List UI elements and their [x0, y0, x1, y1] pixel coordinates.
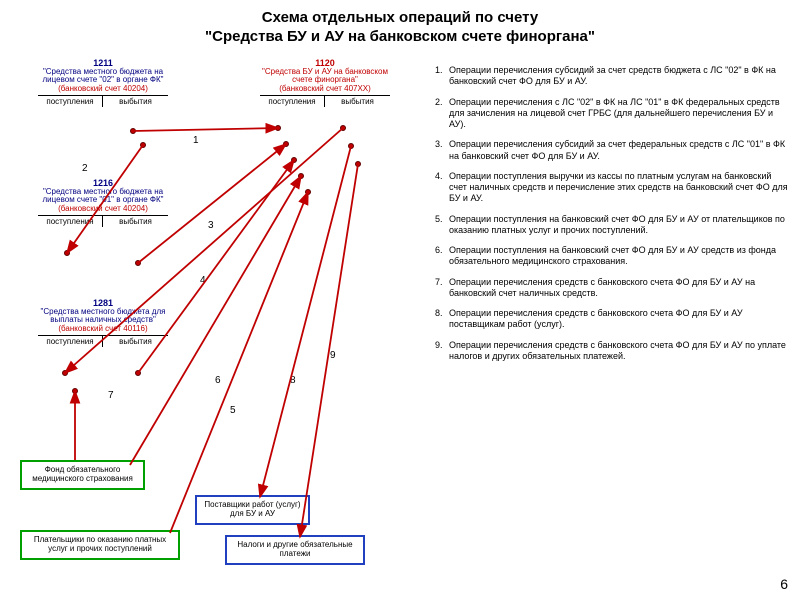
box-suppliers: Поставщики работ (услуг) для БУ и АУ: [195, 495, 310, 525]
list-item: 5.Операции поступления на банковский сче…: [435, 214, 790, 237]
list-num: 6.: [435, 245, 449, 268]
list-text: Операции перечисления средств с банковск…: [449, 308, 790, 331]
dot: [291, 157, 297, 163]
list-text: Операции перечисления с ЛС "02" в ФК на …: [449, 97, 790, 131]
t-1211-r: выбытия: [103, 96, 168, 107]
list-text: Операции перечисления средств с банковск…: [449, 277, 790, 300]
dot: [135, 370, 141, 376]
dot: [283, 141, 289, 147]
dot: [275, 125, 281, 131]
list-num: 5.: [435, 214, 449, 237]
list-text: Операции поступления выручки из кассы по…: [449, 171, 790, 205]
box-foms: Фонд обязательного медицинского страхова…: [20, 460, 145, 490]
list-text: Операции поступления на банковский счет …: [449, 245, 790, 268]
box-taxes: Налоги и другие обязательные платежи: [225, 535, 365, 565]
list-item: 8.Операции перечисления средств с банков…: [435, 308, 790, 331]
name-1216: "Средства местного бюджета на лицевом сч…: [38, 188, 168, 204]
bank-1211: (банковский счет 40204): [38, 84, 168, 93]
t-1216: поступления выбытия: [38, 215, 168, 227]
list-item: 7.Операции перечисления средств с банков…: [435, 277, 790, 300]
list-num: 8.: [435, 308, 449, 331]
list-text: Операции перечисления средств с банковск…: [449, 340, 790, 363]
list-text: Операции поступления на банковский счет …: [449, 214, 790, 237]
dot: [130, 128, 136, 134]
list-num: 7.: [435, 277, 449, 300]
lbl-1: 1: [193, 135, 199, 146]
list-item: 4.Операции поступления выручки из кассы …: [435, 171, 790, 205]
list-item: 9.Операции перечисления средств с банков…: [435, 340, 790, 363]
bank-1120: (банковский счет 407XX): [260, 84, 390, 93]
list-num: 9.: [435, 340, 449, 363]
lbl-9: 9: [330, 350, 336, 361]
operations-list: 1.Операции перечисления субсидий за счет…: [435, 65, 790, 371]
t-1211-l: поступления: [38, 96, 103, 107]
title-line2: "Средства БУ и АУ на банковском счете фи…: [0, 28, 800, 45]
bank-1216: (банковский счет 40204): [38, 204, 168, 213]
dot: [72, 388, 78, 394]
bank-1281: (банковский счет 40116): [38, 324, 168, 333]
dot: [140, 142, 146, 148]
list-text: Операции перечисления субсидий за счет с…: [449, 65, 790, 88]
t-1120-l: поступления: [260, 96, 325, 107]
account-1211: 1211 "Средства местного бюджета на лицев…: [38, 58, 168, 107]
list-item: 6.Операции поступления на банковский сче…: [435, 245, 790, 268]
box-payers: Плательщики по оказанию платных услуг и …: [20, 530, 180, 560]
account-1120: 1120 "Средства БУ и АУ на банковском сче…: [260, 58, 390, 107]
name-1281: "Средства местного бюджета для выплаты н…: [38, 308, 168, 324]
t-1211: поступления выбытия: [38, 95, 168, 107]
lbl-7: 7: [108, 390, 114, 401]
account-1281: 1281 "Средства местного бюджета для выпл…: [38, 298, 168, 347]
title-line1: Схема отдельных операций по счету: [0, 8, 800, 28]
name-1211: "Средства местного бюджета на лицевом сч…: [38, 68, 168, 84]
dot: [298, 173, 304, 179]
diagram-area: 1211 "Средства местного бюджета на лицев…: [0, 50, 430, 600]
list-num: 3.: [435, 139, 449, 162]
lbl-6: 6: [215, 375, 221, 386]
list-text: Операции перечисления субсидий за счет ф…: [449, 139, 790, 162]
dot: [355, 161, 361, 167]
dot: [64, 250, 70, 256]
list-item: 3.Операции перечисления субсидий за счет…: [435, 139, 790, 162]
t-1216-r: выбытия: [103, 216, 168, 227]
lbl-4: 4: [200, 275, 206, 286]
page-number: 6: [780, 576, 788, 592]
name-1120: "Средства БУ и АУ на банковском счете фи…: [260, 68, 390, 84]
list-item: 1.Операции перечисления субсидий за счет…: [435, 65, 790, 88]
list-num: 2.: [435, 97, 449, 131]
dot: [340, 125, 346, 131]
list-item: 2.Операции перечисления с ЛС "02" в ФК н…: [435, 97, 790, 131]
dot: [62, 370, 68, 376]
list-num: 4.: [435, 171, 449, 205]
t-1120-r: выбытия: [325, 96, 390, 107]
dot: [305, 189, 311, 195]
t-1281: поступления выбытия: [38, 335, 168, 347]
lbl-2: 2: [82, 163, 88, 174]
lbl-3: 3: [208, 220, 214, 231]
t-1216-l: поступления: [38, 216, 103, 227]
dot: [348, 143, 354, 149]
dot: [135, 260, 141, 266]
t-1281-l: поступления: [38, 336, 103, 347]
lbl-8: 8: [290, 375, 296, 386]
t-1120: поступления выбытия: [260, 95, 390, 107]
t-1281-r: выбытия: [103, 336, 168, 347]
account-1216: 1216 "Средства местного бюджета на лицев…: [38, 178, 168, 227]
lbl-5: 5: [230, 405, 236, 416]
list-num: 1.: [435, 65, 449, 88]
